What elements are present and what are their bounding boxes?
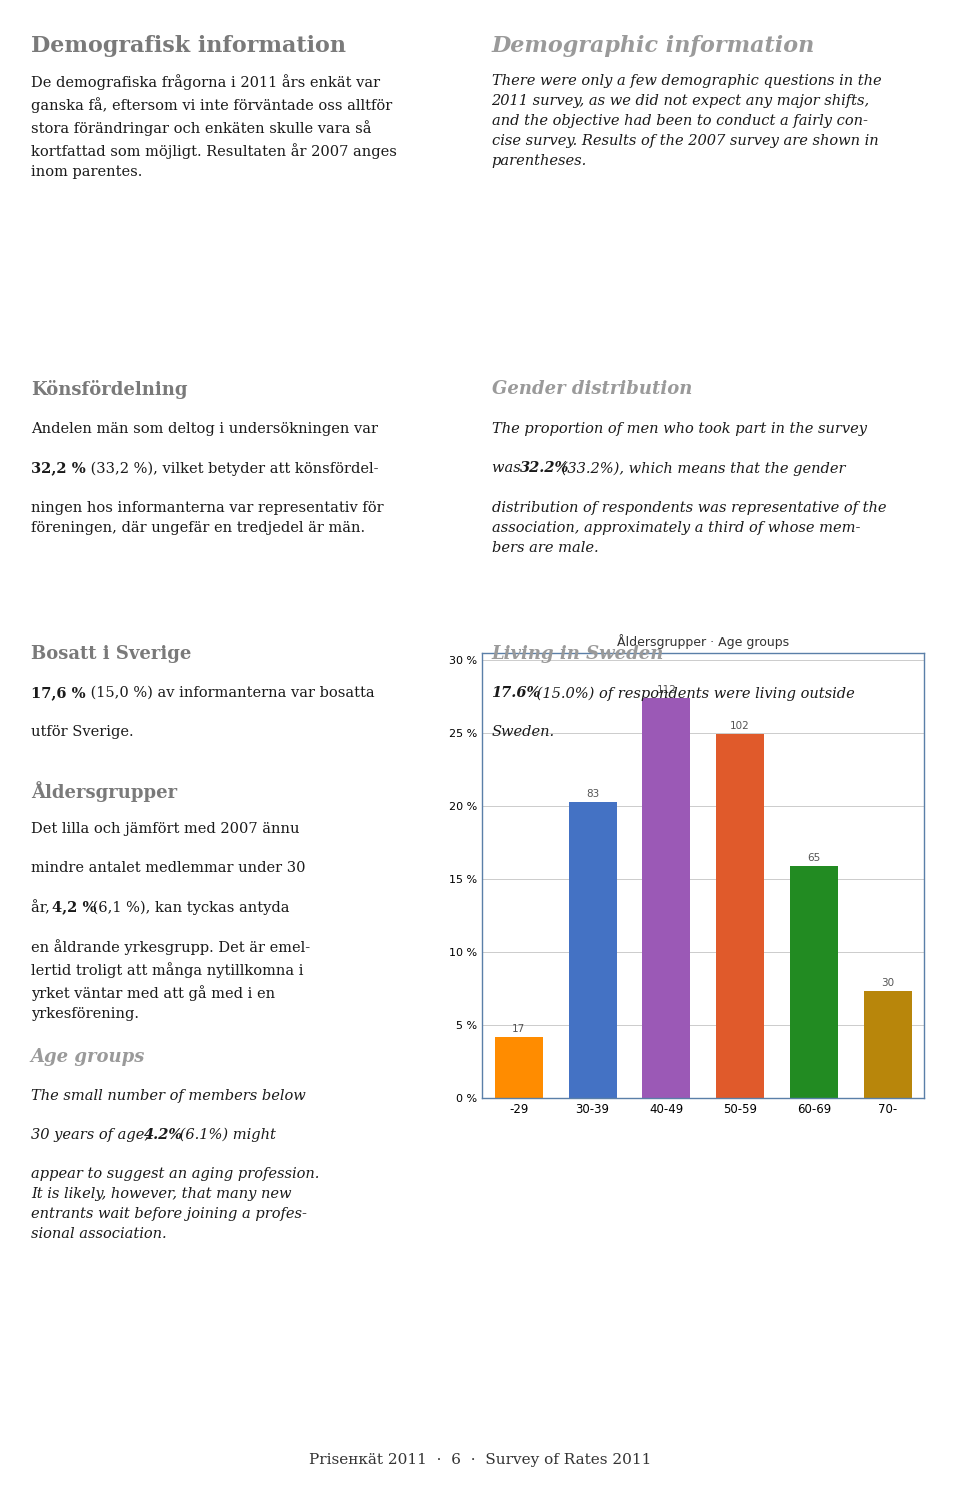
Text: Det lilla och jämfört med 2007 ännu: Det lilla och jämfört med 2007 ännu [31, 822, 300, 835]
Bar [864, 991, 912, 1098]
Text: ningen hos informanterna var representativ för
föreningen, där ungefär en tredje: ningen hos informanterna var representat… [31, 501, 383, 535]
Text: 32.2%: 32.2% [520, 461, 569, 475]
Text: 4.2%: 4.2% [144, 1128, 183, 1142]
Text: Gender distribution: Gender distribution [492, 380, 692, 398]
Text: utför Sverige.: utför Sverige. [31, 725, 133, 739]
Text: There were only a few demographic questions in the
2011 survey, as we did not ex: There were only a few demographic questi… [492, 74, 881, 167]
Text: 17.6%: 17.6% [492, 686, 540, 700]
Text: 102: 102 [731, 721, 750, 731]
Bar [568, 802, 616, 1098]
Text: 32,2 %: 32,2 % [31, 461, 85, 475]
Text: De demografiska frågorna i 2011 års enkät var
ganska få, eftersom vi inte förvän: De demografiska frågorna i 2011 års enkä… [31, 74, 396, 178]
Text: 83: 83 [586, 789, 599, 799]
Text: Demographic information: Demographic information [492, 35, 815, 57]
Bar [494, 1038, 542, 1098]
Text: (6.1%) might: (6.1%) might [175, 1128, 276, 1143]
Bar [790, 866, 838, 1098]
Text: 30: 30 [881, 977, 894, 988]
Text: The small number of members below: The small number of members below [31, 1089, 305, 1102]
Text: 65: 65 [807, 854, 821, 863]
Text: 112: 112 [657, 686, 676, 695]
Text: The proportion of men who took part in the survey: The proportion of men who took part in t… [492, 422, 867, 436]
Text: 30 years of age,: 30 years of age, [31, 1128, 154, 1142]
Text: Age groups: Age groups [31, 1048, 145, 1066]
Text: år,: år, [31, 900, 54, 915]
Text: appear to suggest an aging profession.
It is likely, however, that many new
entr: appear to suggest an aging profession. I… [31, 1167, 319, 1241]
Text: 17: 17 [513, 1024, 525, 1034]
Text: Åldersgrupper: Åldersgrupper [31, 781, 177, 802]
Text: (33,2 %), vilket betyder att könsfördel-: (33,2 %), vilket betyder att könsfördel- [86, 461, 379, 477]
Text: Sweden.: Sweden. [492, 725, 555, 739]
Text: Könsfördelning: Könsfördelning [31, 380, 187, 400]
Text: (15.0%) of respondents were living outside: (15.0%) of respondents were living outsi… [532, 686, 854, 701]
Text: Demografisk information: Demografisk information [31, 35, 346, 57]
Text: Living in Sweden: Living in Sweden [492, 645, 664, 664]
Text: distribution of respondents was representative of the
association, approximately: distribution of respondents was represen… [492, 501, 886, 555]
Text: (33.2%), which means that the gender: (33.2%), which means that the gender [557, 461, 846, 477]
Text: en åldrande yrkesgrupp. Det är emel-
lertid troligt att många nytillkomna i
yrke: en åldrande yrkesgrupp. Det är emel- ler… [31, 939, 310, 1021]
Text: mindre antalet medlemmar under 30: mindre antalet medlemmar under 30 [31, 861, 305, 875]
Text: 4,2 %: 4,2 % [52, 900, 96, 914]
Bar [716, 734, 764, 1098]
Text: (15,0 %) av informanterna var bosatta: (15,0 %) av informanterna var bosatta [86, 686, 375, 700]
Text: was: was [492, 461, 525, 475]
Title: Åldersgrupper · Age groups: Åldersgrupper · Age groups [617, 633, 789, 648]
Text: 17,6 %: 17,6 % [31, 686, 85, 700]
Text: Prisенкät 2011  ·  6  ·  Survey of Rates 2011: Prisенкät 2011 · 6 · Survey of Rates 201… [309, 1454, 651, 1467]
Text: (6,1 %), kan tyckas antyda: (6,1 %), kan tyckas antyda [88, 900, 290, 915]
Text: Andelen män som deltog i undersökningen var: Andelen män som deltog i undersökningen … [31, 422, 377, 436]
Bar [642, 698, 690, 1098]
Text: Bosatt i Sverige: Bosatt i Sverige [31, 645, 191, 664]
